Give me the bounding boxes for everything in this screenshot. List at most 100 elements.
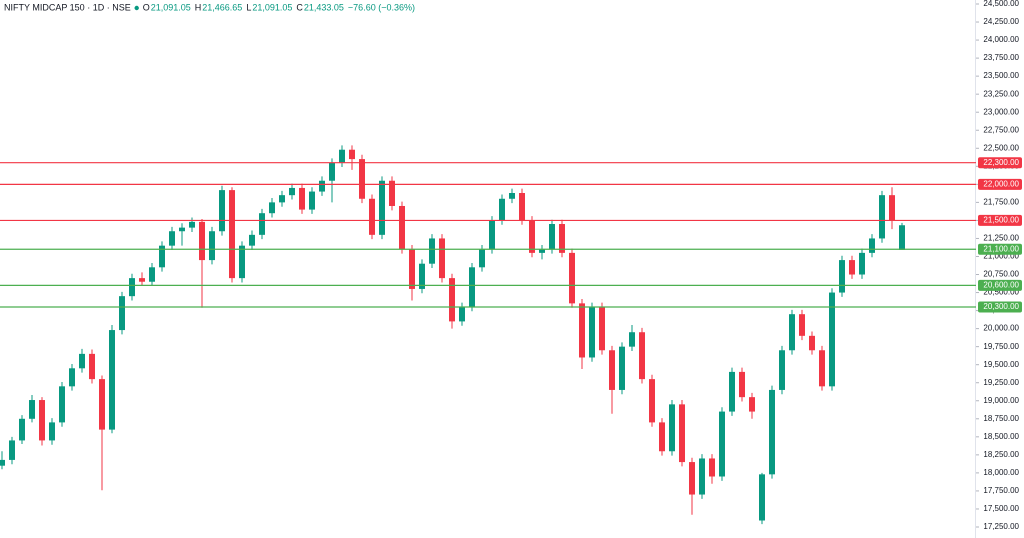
candle-body — [629, 332, 635, 347]
candle-body — [789, 314, 795, 351]
candle-body — [899, 225, 905, 250]
ohlc-value: 21,091.05 — [252, 2, 292, 12]
candle-body — [879, 195, 885, 239]
y-tick-label: 18,500.00 — [983, 432, 1019, 441]
candle-body — [659, 422, 665, 452]
candle-body — [0, 459, 5, 466]
y-tick-label: 21,000.00 — [983, 252, 1019, 261]
ohlc-value: 21,433.05 — [304, 2, 344, 12]
level-label: 22,300.00 — [983, 158, 1019, 167]
candle-body — [249, 234, 255, 246]
candle-body — [669, 404, 675, 452]
level-label-box — [978, 243, 1022, 255]
candle-body — [39, 400, 45, 441]
candle-body — [689, 462, 695, 495]
candle-body — [599, 306, 605, 351]
candle-body — [449, 278, 455, 322]
candle-body — [89, 353, 95, 380]
candle-body — [559, 224, 565, 253]
candle-body — [889, 195, 895, 221]
y-tick-label: 24,500.00 — [983, 0, 1019, 8]
candle-body — [319, 180, 325, 192]
candle-body — [649, 379, 655, 423]
candle-body — [59, 386, 65, 423]
candle-body — [309, 191, 315, 210]
y-tick-label: 20,000.00 — [983, 324, 1019, 333]
candle-body — [9, 440, 15, 460]
level-label-box — [978, 214, 1022, 226]
candle-body — [549, 224, 555, 250]
candle-body — [389, 180, 395, 206]
y-tick-label: 21,750.00 — [983, 197, 1019, 206]
candle-body — [259, 213, 265, 235]
y-tick-label: 18,250.00 — [983, 450, 1019, 459]
candle-body — [399, 205, 405, 250]
candle-body — [139, 278, 145, 282]
candle-body — [589, 306, 595, 358]
candle-body — [229, 190, 235, 279]
y-tick-label: 24,000.00 — [983, 35, 1019, 44]
y-tick-label: 17,500.00 — [983, 504, 1019, 513]
candle-body — [779, 350, 785, 390]
symbol: NIFTY MIDCAP 150 · 1D · NSE — [4, 2, 131, 12]
candle-body — [839, 260, 845, 293]
candle-body — [419, 263, 425, 289]
candle-body — [759, 474, 765, 521]
level-label: 21,500.00 — [983, 216, 1019, 225]
candle-body — [799, 314, 805, 336]
candle-body — [729, 371, 735, 412]
legend: NIFTY MIDCAP 150 · 1D · NSE O 21,091.05 H 21… — [4, 2, 415, 12]
candle-body — [769, 389, 775, 475]
y-tick-label: 17,250.00 — [983, 522, 1019, 531]
candle-body — [129, 278, 135, 297]
candle-body — [79, 353, 85, 369]
candle-body — [619, 346, 625, 390]
y-tick-label: 23,000.00 — [983, 107, 1019, 116]
candle-body — [529, 220, 535, 253]
candle-body — [159, 245, 165, 268]
level-label: 22,000.00 — [983, 179, 1019, 188]
candle-body — [489, 220, 495, 250]
ohlc-key: O — [143, 2, 150, 12]
candle-body — [849, 260, 855, 275]
y-tick-label: 23,250.00 — [983, 89, 1019, 98]
candle-body — [869, 238, 875, 253]
candle-body — [749, 397, 755, 412]
y-tick-label: 19,750.00 — [983, 342, 1019, 351]
candle-body — [699, 458, 705, 495]
candle-body — [149, 267, 155, 282]
ohlc-key: C — [296, 2, 303, 12]
candle-body — [539, 249, 545, 253]
y-tick-label: 23,500.00 — [983, 71, 1019, 80]
candle-body — [809, 335, 815, 351]
level-label: 20,600.00 — [983, 280, 1019, 289]
candle-body — [379, 180, 385, 235]
candle-body — [349, 149, 355, 160]
candle-body — [329, 162, 335, 181]
y-tick-label: 18,000.00 — [983, 468, 1019, 477]
y-tick-label: 22,750.00 — [983, 125, 1019, 134]
level-label: 20,300.00 — [983, 302, 1019, 311]
candle-body — [219, 190, 225, 232]
y-tick-label: 19,000.00 — [983, 396, 1019, 405]
ohlc-key: L — [246, 2, 251, 12]
ohlc-value: 21,466.65 — [202, 2, 242, 12]
candle-body — [639, 332, 645, 380]
candle-body — [269, 202, 275, 214]
candle-body — [299, 187, 305, 210]
candle-body — [99, 379, 105, 430]
candle-body — [409, 249, 415, 289]
candle-body — [279, 195, 285, 203]
candle-body — [509, 193, 515, 199]
candle-body — [239, 245, 245, 279]
candle-body — [819, 350, 825, 387]
status-dot — [134, 5, 139, 11]
candle-body — [829, 292, 835, 387]
candle-body — [119, 296, 125, 331]
candle-body — [199, 221, 205, 261]
candle-body — [69, 368, 75, 387]
level-label-box — [978, 178, 1022, 190]
y-tick-label: 19,250.00 — [983, 378, 1019, 387]
ohlc-key: H — [195, 2, 202, 12]
